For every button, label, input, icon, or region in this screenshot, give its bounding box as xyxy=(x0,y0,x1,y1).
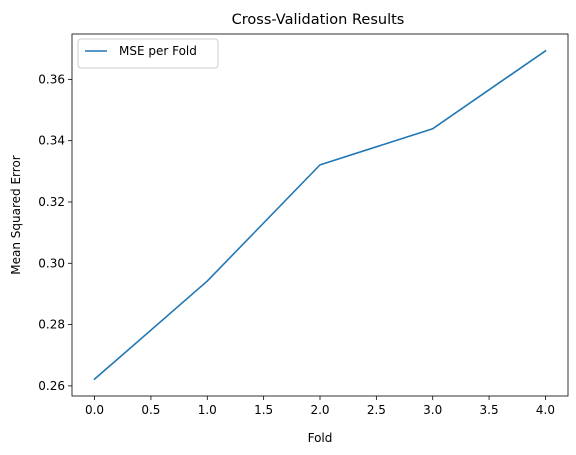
x-tick-label: 0.5 xyxy=(141,403,160,417)
x-tick-label: 1.0 xyxy=(198,403,217,417)
chart-title: Cross-Validation Results xyxy=(232,12,405,28)
x-tick-label: 0.0 xyxy=(85,403,104,417)
plot-area xyxy=(72,34,568,396)
x-axis: 0.0 0.5 1.0 1.5 2.0 2.5 3.0 3.5 4.0 xyxy=(85,396,555,417)
axes-border xyxy=(71,33,569,397)
plot-frame xyxy=(72,34,568,396)
y-axis: 0.26 0.28 0.30 0.32 0.34 0.36 xyxy=(38,72,72,393)
y-tick-label: 0.28 xyxy=(38,318,65,332)
y-tick-label: 0.32 xyxy=(38,195,65,209)
x-tick-label: 2.5 xyxy=(367,403,386,417)
x-tick-label: 4.0 xyxy=(536,403,555,417)
x-tick-label: 2.0 xyxy=(310,403,329,417)
legend-box xyxy=(77,38,219,69)
x-tick-label: 3.0 xyxy=(423,403,442,417)
series-layer xyxy=(93,49,547,381)
y-tick-label: 0.34 xyxy=(38,134,65,148)
y-tick-label: 0.30 xyxy=(38,256,65,270)
x-axis-label: Fold xyxy=(308,431,333,445)
y-tick-label: 0.36 xyxy=(38,72,65,86)
x-tick-label: 3.5 xyxy=(480,403,499,417)
axes-spines xyxy=(71,33,569,397)
legend: MSE per Fold xyxy=(77,38,219,69)
x-tick-label: 1.5 xyxy=(254,403,273,417)
y-axis-label: Mean Squared Error xyxy=(9,155,23,275)
legend-label: MSE per Fold xyxy=(119,44,197,58)
y-tick-label: 0.26 xyxy=(38,379,65,393)
